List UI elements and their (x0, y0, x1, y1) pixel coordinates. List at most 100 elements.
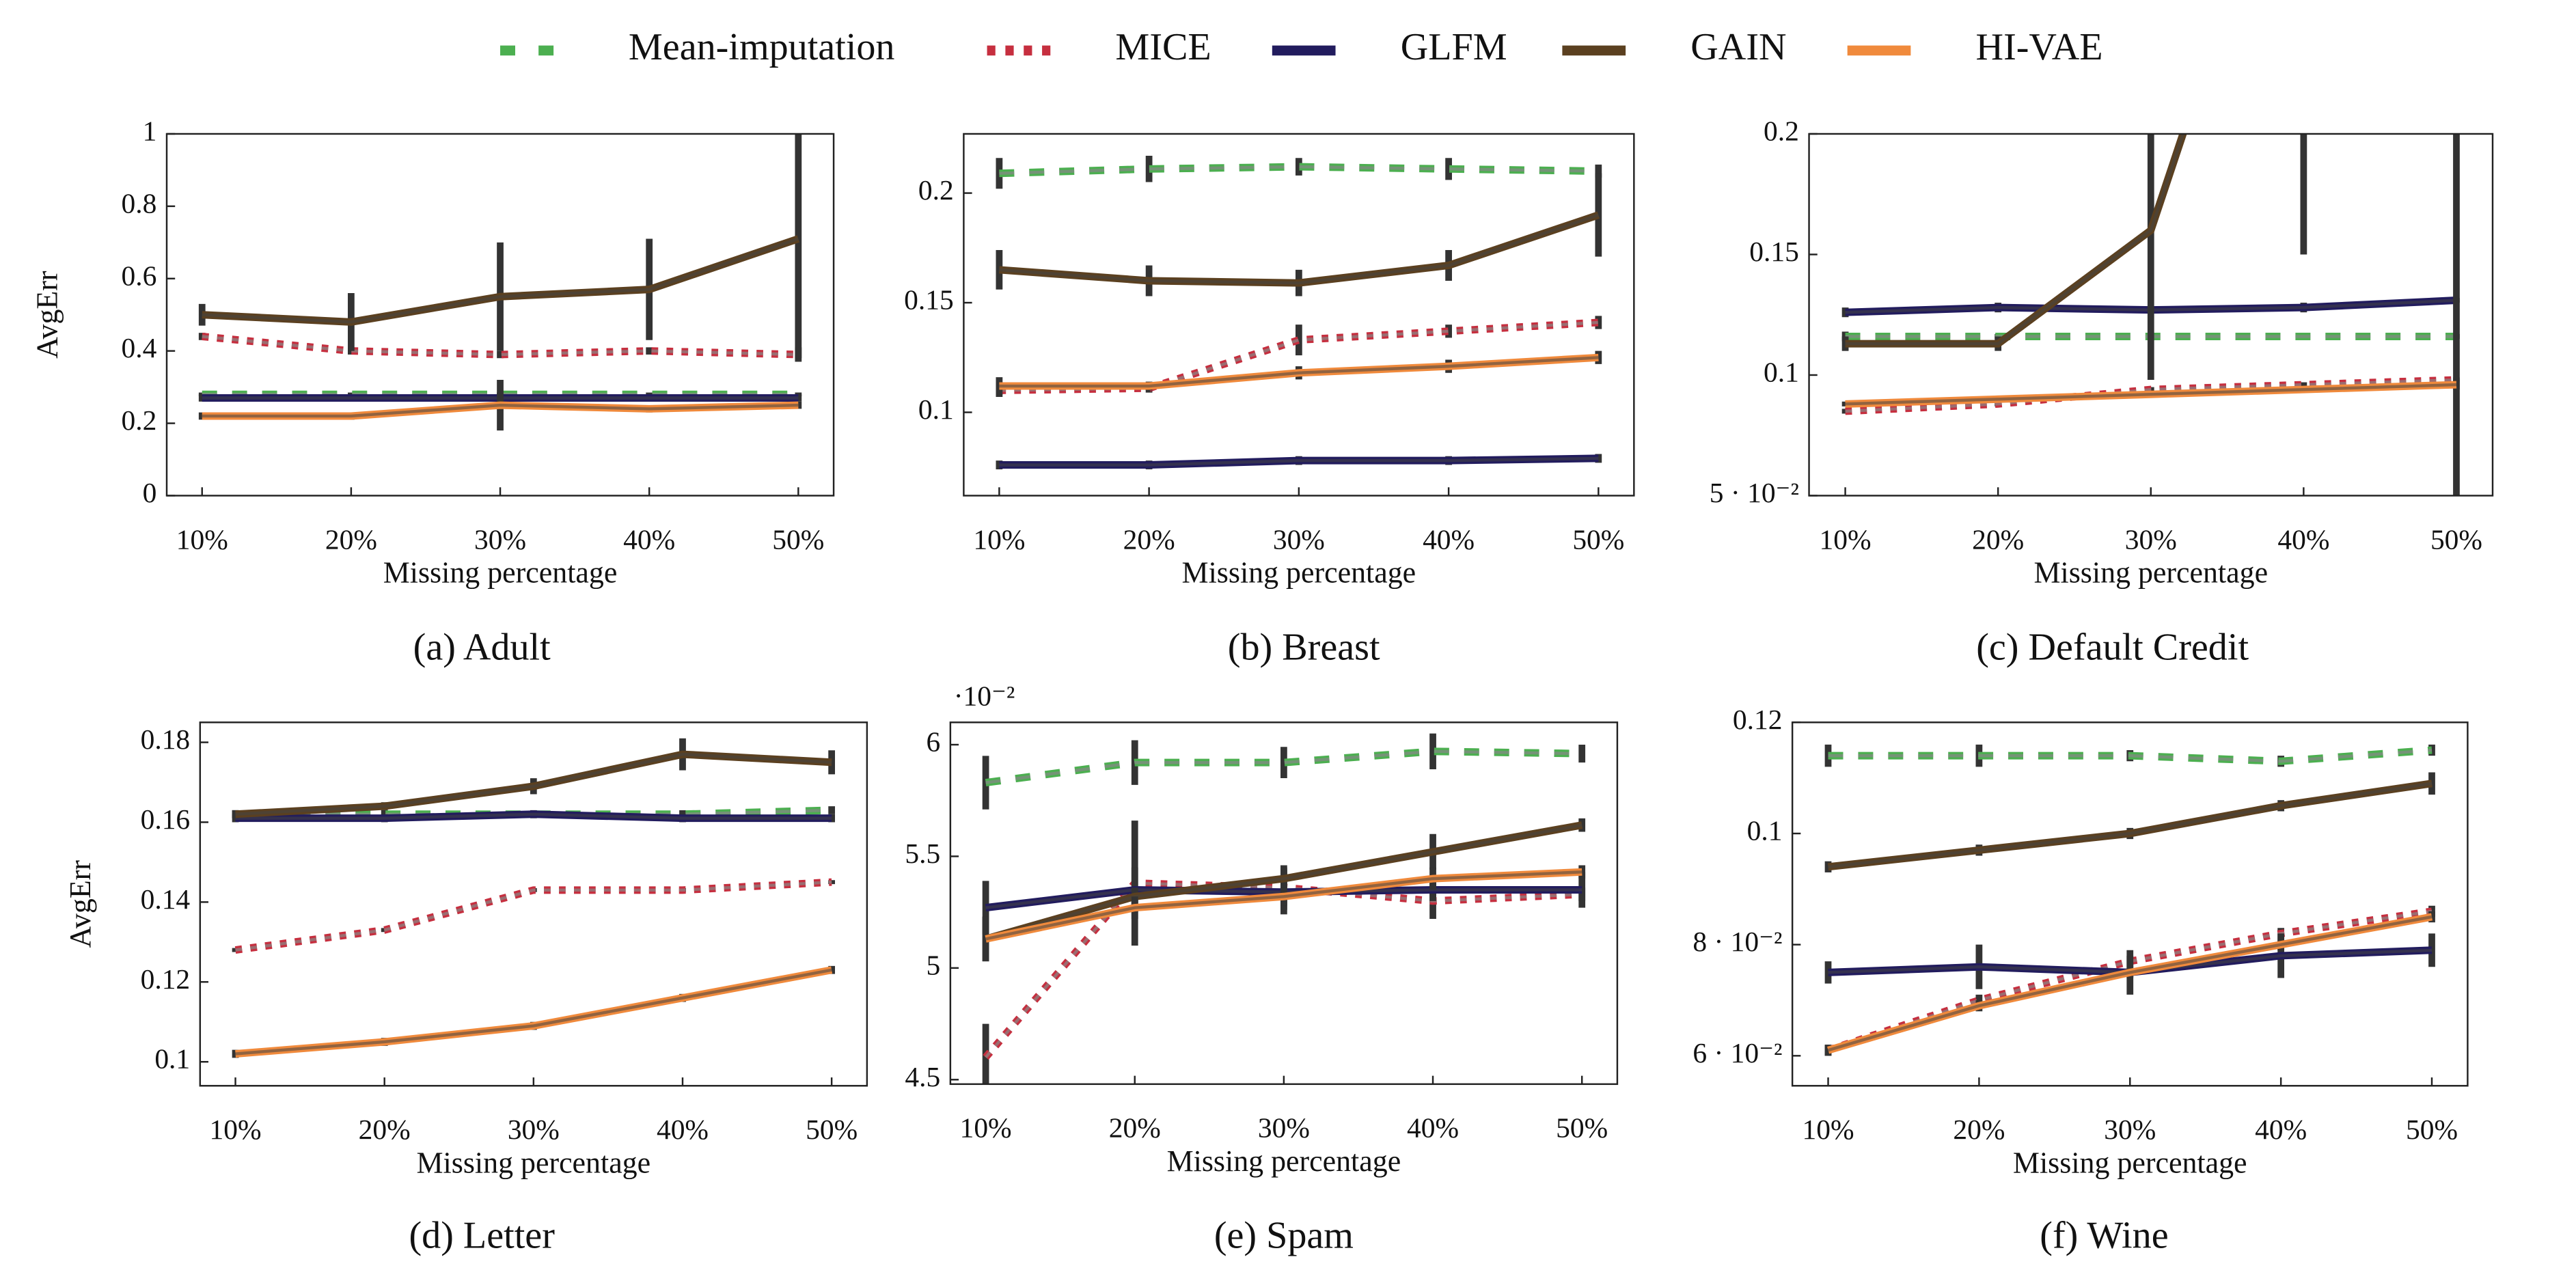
series-line-core (985, 749, 1582, 784)
x-tick-label: 40% (657, 1114, 709, 1145)
x-tick-label: 20% (325, 523, 377, 555)
x-axis-label: Missing percentage (2033, 556, 2268, 590)
y-tick-label: 0.1 (918, 394, 954, 425)
x-tick-label: 50% (1556, 1112, 1608, 1144)
series-line-core (235, 752, 832, 816)
series-line-core (985, 823, 1582, 941)
plot-frame (1791, 721, 2469, 1087)
plot-area (982, 733, 1586, 1084)
x-tick-label: 30% (1273, 523, 1325, 555)
legend-label: GAIN (1690, 26, 1786, 68)
x-tick-label: 30% (2104, 1114, 2156, 1145)
series-line-core (1828, 782, 2433, 868)
y-tick-label: 0.2 (1764, 115, 1799, 146)
y-tick-label: 0.1 (1747, 815, 1783, 846)
x-tick-label: 10% (960, 1112, 1012, 1144)
series-line (235, 966, 833, 1058)
series-line-core (999, 456, 1599, 467)
y-tick-label: 0.14 (141, 883, 191, 915)
x-tick-label: 50% (1572, 523, 1624, 555)
x-tick-label: 20% (1972, 523, 2024, 555)
series-line-core (985, 870, 1582, 941)
series-line (234, 878, 832, 954)
x-tick-label: 40% (2255, 1114, 2307, 1145)
plot-area (1841, 133, 2460, 496)
x-tick-label: 10% (1820, 523, 1872, 555)
plot-frame (165, 133, 835, 497)
plot-frame (1808, 133, 2494, 497)
subplot: 6 · 10⁻² 8 · 10⁻² 0.1 0.12 10% 20% 30% 40% 50% Mi… (1693, 704, 2469, 1257)
plot-area (198, 133, 802, 431)
x-tick-label: 50% (806, 1114, 858, 1145)
plot-frame (963, 133, 1635, 497)
legend-label: GLFM (1401, 26, 1507, 68)
subplot-caption: (c) Default Credit (1976, 626, 2249, 668)
x-axis-label: Missing percentage (1182, 556, 1416, 590)
x-axis-label: Missing percentage (1167, 1144, 1401, 1178)
subplot: 0 0.2 0.4 0.6 0.8 1 10% 20% 30% 40% 50% Missing per… (30, 115, 835, 668)
plot-area (1824, 744, 2435, 1056)
y-tick-label: 0.16 (141, 803, 191, 835)
series-line-core (202, 237, 799, 324)
x-tick-label: 30% (508, 1114, 560, 1145)
y-tick-label: 5.5 (905, 838, 940, 869)
x-tick-label: 10% (973, 523, 1025, 555)
x-tick-label: 30% (2125, 523, 2177, 555)
series-line-core (235, 808, 832, 816)
y-axis-label: AvgErr (64, 860, 97, 948)
plot-frame (199, 721, 868, 1087)
subplot: 0.1 0.12 0.14 0.16 0.18 10% 20% 30% 40% 50% Missin… (64, 721, 868, 1257)
y-tick-label: 1 (143, 115, 157, 146)
subplot-caption: (a) Adult (413, 626, 551, 668)
y-tick-label: 0.15 (904, 284, 954, 316)
y-tick-label: 0.12 (141, 963, 191, 995)
x-tick-label: 40% (1423, 523, 1475, 555)
plot-area (996, 156, 1602, 469)
x-tick-label: 10% (176, 523, 228, 555)
plot-frame (949, 721, 1619, 1086)
series-line-core (999, 165, 1599, 175)
y-tick-label: 6 · 10⁻² (1693, 1037, 1782, 1069)
y-tick-label: 5 (926, 949, 940, 980)
y-tick-label: 0.6 (122, 260, 157, 291)
y-tick-label: 4.5 (905, 1061, 940, 1092)
x-tick-label: 20% (1109, 1112, 1161, 1144)
y-tick-label: 0.18 (141, 723, 191, 755)
y-tick-label: 5 · 10⁻² (1710, 477, 1799, 508)
subplot-caption: (f) Wine (2040, 1215, 2168, 1257)
series-line-core (999, 213, 1600, 285)
subplot: 0.1 0.15 0.2 10% 20% 30% 40% 50% Missing percent… (904, 133, 1635, 668)
x-tick-label: 50% (2406, 1114, 2458, 1145)
series-line-core (202, 335, 799, 357)
plot-area (232, 738, 836, 1058)
y-tick-label: 0.1 (154, 1043, 190, 1075)
y-tick-label: 0.2 (122, 404, 157, 436)
x-tick-label: 20% (1123, 523, 1175, 555)
x-tick-label: 40% (623, 523, 675, 555)
x-axis-label: Missing percentage (383, 556, 618, 590)
y-tick-label: 0 (143, 477, 157, 508)
subplot: 4.5 5 5.5 6 10% 20% 30% 40% 50% Missing percentag… (905, 680, 1619, 1257)
x-tick-label: 40% (2277, 523, 2329, 555)
series-line-core (1845, 378, 2457, 413)
series-line-core (235, 812, 832, 820)
legend-label: MICE (1115, 26, 1211, 68)
x-tick-label: 30% (1258, 1112, 1310, 1144)
y-scale-label: ·10⁻² (954, 680, 1015, 712)
y-tick-label: 0.15 (1749, 236, 1799, 267)
y-tick-label: 6 (926, 726, 940, 758)
series-line-core (235, 880, 832, 952)
subplot-caption: (b) Breast (1228, 626, 1380, 668)
x-tick-label: 50% (2430, 523, 2482, 555)
y-axis-label: AvgErr (30, 271, 64, 359)
x-tick-label: 50% (772, 523, 824, 555)
x-tick-label: 20% (359, 1114, 411, 1145)
legend-label: HI-VAE (1976, 26, 2103, 68)
y-tick-label: 8 · 10⁻² (1693, 926, 1782, 957)
x-tick-label: 30% (474, 523, 526, 555)
y-tick-label: 0.2 (918, 174, 954, 206)
x-axis-label: Missing percentage (2013, 1146, 2247, 1179)
x-tick-label: 10% (1803, 1114, 1854, 1145)
